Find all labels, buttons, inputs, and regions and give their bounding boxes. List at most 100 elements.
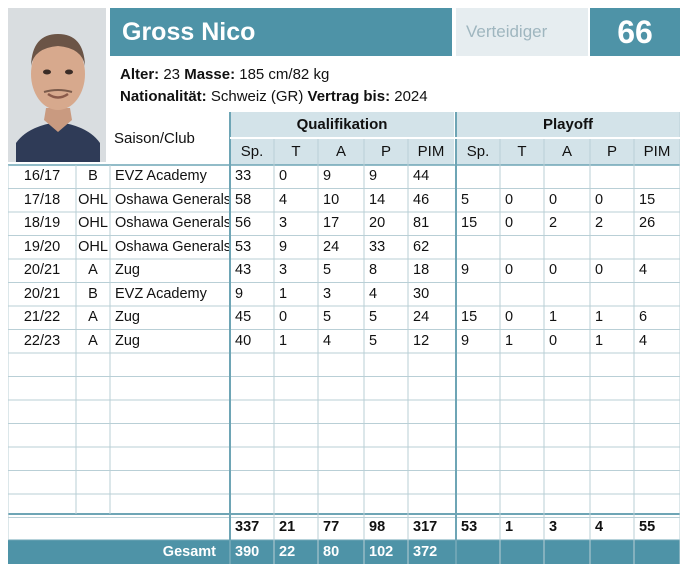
- league-cell: OHL: [78, 238, 108, 255]
- playoff-stat-cell: 0: [595, 262, 604, 278]
- playoff-total-cell: 4: [595, 519, 604, 535]
- qual-stat-cell: 20: [369, 215, 386, 231]
- size-label: Masse:: [184, 66, 236, 83]
- player-number: 66: [617, 14, 653, 50]
- qual-stat-cell: 12: [413, 332, 430, 349]
- playoff-col-sp: Sp.: [456, 138, 500, 165]
- qual-stat-cell: 5: [369, 332, 378, 349]
- qual-stat-cell: 58: [235, 191, 252, 208]
- qual-stat-cell: 56: [235, 215, 252, 231]
- player-info: Alter: 23 Masse: 185 cm/82 kg Nationalit…: [120, 64, 428, 108]
- playoff-stat-cell: 0: [505, 309, 514, 325]
- qual-stat-cell: 3: [279, 215, 288, 231]
- qual-total-cell: 21: [279, 519, 296, 535]
- table-grid: [8, 112, 680, 564]
- qual-stat-cell: 18: [413, 262, 430, 278]
- season-cell: 20/21: [23, 262, 61, 278]
- qual-stat-cell: 4: [369, 285, 378, 302]
- qual-stat-cell: 9: [369, 168, 378, 184]
- playoff-stat-cell: 1: [595, 309, 604, 325]
- gesamt-cell: 22: [279, 544, 296, 560]
- playoff-stat-cell: 0: [505, 262, 514, 278]
- qual-total-cell: 317: [413, 519, 438, 535]
- playoff-stat-cell: 9: [461, 332, 470, 349]
- season-cell: 16/17: [23, 168, 61, 184]
- playoff-stat-cell: 0: [505, 215, 514, 231]
- player-photo: [8, 8, 108, 162]
- qual-stat-cell: 8: [369, 262, 378, 278]
- playoff-stat-cell: 4: [639, 262, 648, 278]
- qualifikation-header: Qualifikation: [230, 112, 454, 137]
- playoff-total-cell: 55: [639, 519, 656, 535]
- playoff-stat-cell: 0: [549, 191, 558, 208]
- name-bar: Gross Nico: [110, 8, 452, 56]
- qual-stat-cell: 40: [235, 332, 252, 349]
- qual-stat-cell: 17: [323, 215, 340, 231]
- playoff-stat-cell: 5: [461, 191, 470, 208]
- league-cell: A: [88, 262, 98, 278]
- playoff-stat-cell: 0: [505, 191, 514, 208]
- league-cell: B: [88, 285, 98, 302]
- qual-stat-cell: 5: [323, 309, 332, 325]
- size-value: 185 cm/82 kg: [239, 66, 330, 83]
- playoff-col-t: T: [500, 138, 544, 165]
- qual-col-p: P: [364, 138, 408, 165]
- season-cell: 17/18: [23, 191, 61, 208]
- player-card: Gross Nico Verteidiger 66 Alter: 23 Mass…: [8, 8, 680, 564]
- qual-stat-cell: 4: [323, 332, 332, 349]
- playoff-stat-cell: 15: [461, 309, 478, 325]
- season-cell: 21/22: [23, 309, 61, 325]
- club-cell: Zug: [115, 309, 140, 325]
- qual-stat-cell: 1: [279, 332, 288, 349]
- qual-stat-cell: 24: [413, 309, 430, 325]
- qual-col-a: A: [318, 138, 364, 165]
- league-cell: A: [88, 309, 98, 325]
- qual-stat-cell: 30: [413, 285, 430, 302]
- gesamt-cell: 372: [413, 544, 438, 560]
- qual-col-pim: PIM: [408, 138, 454, 165]
- gesamt-label: Gesamt: [162, 544, 216, 560]
- qual-total-cell: 77: [323, 519, 340, 535]
- club-cell: EVZ Academy: [115, 285, 207, 302]
- playoff-stat-cell: 0: [595, 191, 604, 208]
- qual-col-t: T: [274, 138, 318, 165]
- playoff-stat-cell: 15: [639, 191, 656, 208]
- playoff-stat-cell: 0: [549, 262, 558, 278]
- qual-stat-cell: 1: [279, 285, 288, 302]
- league-cell: OHL: [78, 215, 108, 231]
- contract-label: Vertrag bis:: [307, 88, 391, 105]
- qual-stat-cell: 9: [235, 285, 244, 302]
- qual-stat-cell: 46: [413, 191, 430, 208]
- player-name: Gross Nico: [122, 18, 256, 46]
- league-cell: A: [88, 332, 98, 349]
- qual-stat-cell: 14: [369, 191, 386, 208]
- age-label: Alter:: [120, 66, 160, 83]
- qual-stat-cell: 45: [235, 309, 252, 325]
- qual-stat-cell: 3: [323, 285, 332, 302]
- nationality-label: Nationalität:: [120, 88, 207, 105]
- playoff-total-cell: 1: [505, 519, 514, 535]
- qual-stat-cell: 53: [235, 238, 252, 255]
- playoff-stat-cell: 26: [639, 215, 656, 231]
- playoff-stat-cell: 2: [595, 215, 604, 231]
- qual-stat-cell: 5: [323, 262, 332, 278]
- age-value: 23: [163, 66, 181, 83]
- club-cell: EVZ Academy: [115, 168, 207, 184]
- player-position: Verteidiger: [466, 22, 548, 41]
- qual-stat-cell: 33: [369, 238, 386, 255]
- qual-total-cell: 337: [235, 519, 260, 535]
- qual-total-cell: 98: [369, 519, 386, 535]
- playoff-header: Playoff: [456, 112, 680, 137]
- playoff-total-cell: 53: [461, 519, 478, 535]
- playoff-stat-cell: 9: [461, 262, 470, 278]
- saison-club-header: Saison/Club: [110, 112, 230, 165]
- gesamt-bar: [8, 540, 680, 564]
- qual-stat-cell: 0: [279, 309, 288, 325]
- club-cell: Zug: [115, 332, 140, 349]
- qual-stat-cell: 3: [279, 262, 288, 278]
- playoff-stat-cell: 1: [549, 309, 558, 325]
- qual-stat-cell: 62: [413, 238, 430, 255]
- qual-stat-cell: 0: [279, 168, 288, 184]
- playoff-stat-cell: 15: [461, 215, 478, 231]
- player-portrait-icon: [8, 8, 106, 162]
